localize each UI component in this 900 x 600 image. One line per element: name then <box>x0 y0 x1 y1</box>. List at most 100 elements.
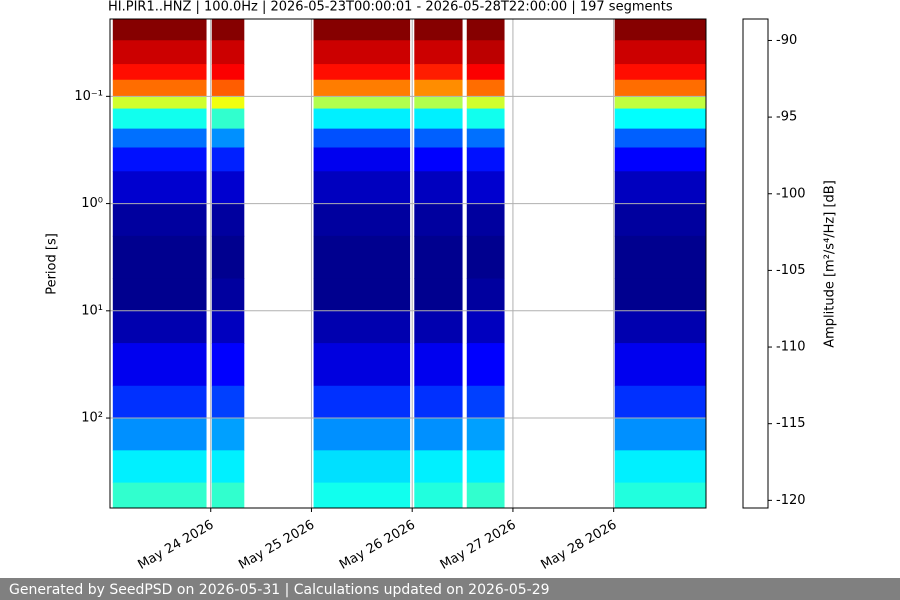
spectrogram-cell <box>466 64 505 81</box>
spectrogram-cell <box>112 343 207 387</box>
spectrogram-cell <box>466 40 505 65</box>
spectrogram-cell <box>614 40 706 65</box>
spectrogram-cell <box>313 171 411 205</box>
spectrogram-cell <box>614 147 706 172</box>
spectrogram-cell <box>614 450 706 484</box>
spectrogram-cell <box>414 278 463 312</box>
spectrogram-cell <box>414 19 463 41</box>
plot-frame <box>109 18 707 509</box>
spectrogram-cell <box>466 203 505 237</box>
colorbar-tick-label: -105 <box>776 263 806 278</box>
spectrogram-cell <box>466 385 505 419</box>
spectrogram-cell <box>414 343 463 387</box>
spectrogram-cell <box>112 278 207 312</box>
spectrogram-cell <box>112 40 207 65</box>
y-tick-label: 10⁰ <box>81 196 103 211</box>
spectrogram-cell <box>313 482 411 509</box>
chart-title: HI.PIR1..HNZ | 100.0Hz | 2026-05-23T00:0… <box>108 0 673 15</box>
spectrogram-cell <box>211 203 245 237</box>
spectrogram-cell <box>313 235 411 280</box>
spectrogram-cell <box>466 96 505 110</box>
spectrogram-cell <box>414 310 463 344</box>
spectrogram-cell <box>313 108 411 130</box>
spectrogram-cell <box>466 19 505 41</box>
spectrogram-cell <box>313 385 411 419</box>
spectrogram-cell <box>414 79 463 97</box>
spectrogram-cell <box>614 235 706 280</box>
spectrogram-cell <box>614 278 706 312</box>
spectrogram-cell <box>614 310 706 344</box>
spectrogram-cell <box>313 418 411 451</box>
spectrogram-cell <box>313 343 411 387</box>
spectrogram-cell <box>414 171 463 205</box>
x-tick-label: May 27 2026 <box>438 518 519 573</box>
spectrogram-cell <box>466 147 505 172</box>
spectrogram-cell <box>466 235 505 280</box>
spectrogram-cell <box>112 418 207 451</box>
colorbar-tick-label: -110 <box>776 340 806 355</box>
spectrogram-cell <box>414 40 463 65</box>
spectrogram-cell <box>414 418 463 451</box>
spectrogram-cell <box>211 40 245 65</box>
colorbar-tick-label: -95 <box>776 110 797 125</box>
spectrogram-cell <box>211 128 245 149</box>
spectrogram-cell <box>112 96 207 110</box>
y-tick-label: 10⁻¹ <box>74 89 103 104</box>
x-tick-label: May 26 2026 <box>337 518 418 573</box>
spectrogram-cell <box>211 343 245 387</box>
spectrogram-cell <box>313 310 411 344</box>
spectrogram-cell <box>211 482 245 509</box>
x-tick-label: May 25 2026 <box>236 518 317 573</box>
spectrogram-cell <box>614 108 706 130</box>
spectrogram-cell <box>211 147 245 172</box>
spectrogram-cell <box>211 418 245 451</box>
spectrogram-cell <box>414 203 463 237</box>
spectrogram-cell <box>614 418 706 451</box>
spectrogram-cell <box>112 450 207 484</box>
spectrogram-cell <box>466 418 505 451</box>
spectrogram-cell <box>112 64 207 81</box>
x-tick-label: May 28 2026 <box>538 518 619 573</box>
colorbar-tick-label: -100 <box>776 186 806 201</box>
spectrogram-cell <box>614 19 706 41</box>
spectrogram-cell <box>313 19 411 41</box>
spectrogram-cell <box>211 108 245 130</box>
spectrogram-cell <box>211 310 245 344</box>
spectrogram-cell <box>112 203 207 237</box>
spectrogram-cell <box>614 171 706 205</box>
spectrogram-cell <box>112 108 207 130</box>
spectrogram-cell <box>614 385 706 419</box>
spectrogram-cell <box>112 310 207 344</box>
spectrogram-cell <box>313 203 411 237</box>
spectrogram-cell <box>414 147 463 172</box>
spectrogram-cell <box>313 64 411 81</box>
footer-bar <box>0 578 900 600</box>
spectrogram-cell <box>466 482 505 509</box>
spectrogram-cell <box>614 96 706 110</box>
spectrogram-cell <box>211 79 245 97</box>
spectrogram-cell <box>614 482 706 509</box>
spectrogram-cell <box>211 96 245 110</box>
spectrogram-cell <box>414 64 463 81</box>
spectrogram-cell <box>211 385 245 419</box>
spectrogram-cell <box>414 385 463 419</box>
colorbar-tick-label: -120 <box>776 493 806 508</box>
spectrogram-cell <box>466 128 505 149</box>
spectrogram-cell <box>414 96 463 110</box>
spectrogram-cell <box>313 450 411 484</box>
spectrogram-cell <box>313 147 411 172</box>
spectrogram-cell <box>466 278 505 312</box>
spectrogram-cell <box>466 343 505 387</box>
spectrogram-cell <box>614 79 706 97</box>
spectrogram-cell <box>112 147 207 172</box>
spectrogram-cell <box>211 64 245 81</box>
spectrogram-cell <box>112 171 207 205</box>
y-tick-label: 10¹ <box>81 303 103 318</box>
colorbar-label: Amplitude [m²/s⁴/Hz] [dB] <box>823 180 838 348</box>
spectrogram-cell <box>313 40 411 65</box>
spectrogram-cell <box>466 171 505 205</box>
spectrogram-cell <box>614 203 706 237</box>
spectrogram-cell <box>466 108 505 130</box>
spectrogram-cell <box>313 79 411 97</box>
